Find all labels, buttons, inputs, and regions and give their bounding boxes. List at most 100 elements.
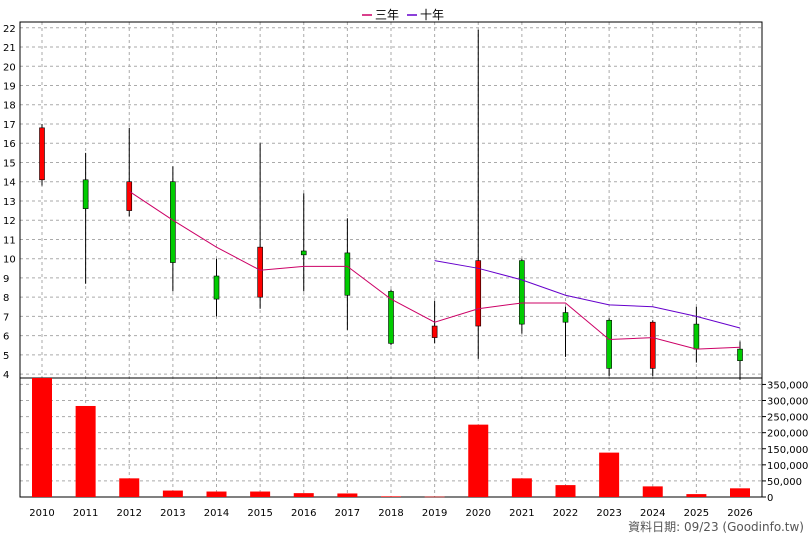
year-tick-label: 2024 (640, 508, 665, 519)
price-tick-label: 22 (3, 24, 16, 35)
candle-body-2020 (475, 260, 482, 327)
volume-tick-label: 0 (767, 493, 773, 504)
year-axis: 2010 2011 2012 2013 2014 2015 2016 2017 2018 2019… (29, 508, 752, 519)
price-tick-label: 14 (3, 178, 16, 189)
legend-label: 十年 (420, 8, 444, 22)
volume-bar-2013 (162, 490, 183, 497)
year-tick-label: 2014 (204, 508, 229, 519)
year-tick-label: 2011 (73, 508, 98, 519)
candle-body-2025 (693, 323, 700, 350)
candle-2011 (82, 152, 89, 284)
volume-bar-2010 (32, 378, 52, 497)
candle-body-2024 (649, 321, 656, 369)
volume-bar-2020 (468, 424, 489, 497)
candle-body-2022 (562, 312, 569, 323)
volume-bar-2024 (642, 486, 663, 497)
legend-label: 三年 (375, 8, 399, 22)
volume-tick-label: 350,000 (767, 380, 808, 391)
candle-body-2010 (39, 127, 45, 181)
price-tick-label: 8 (3, 293, 9, 304)
volume-tick-label: 200,000 (767, 429, 808, 440)
year-tick-label: 2019 (422, 508, 447, 519)
candle-body-2016 (300, 250, 307, 256)
legend-item-ma10: 十年 (407, 8, 444, 22)
candle-body-2023 (606, 319, 612, 369)
candle-body-2014 (213, 275, 220, 300)
year-tick-label: 2021 (509, 508, 534, 519)
candle-2012 (126, 127, 133, 217)
price-tick-label: 18 (3, 101, 16, 112)
candle-body-2021 (519, 260, 525, 325)
price-tick-label: 9 (3, 274, 9, 285)
candle-2013 (170, 166, 176, 292)
candle-2015 (257, 143, 263, 309)
price-tick-label: 15 (3, 158, 16, 169)
volume-axis: 0 50,000 100,000 150,000 200,000 250,000 300,0… (762, 380, 808, 504)
price-tick-label: 20 (3, 62, 16, 73)
legend-item-ma3: 三年 (362, 8, 399, 22)
volume-bar-2015 (250, 491, 271, 497)
price-tick-label: 12 (3, 216, 16, 227)
year-tick-label: 2026 (727, 508, 752, 519)
candle-body-2019 (431, 325, 438, 338)
volume-bar-2016 (293, 493, 314, 497)
price-tick-label: 19 (3, 82, 16, 93)
grid-lines (20, 22, 762, 497)
volume-bar-2018 (381, 496, 401, 497)
price-tick-label: 11 (3, 235, 16, 246)
volume-bar-2025 (686, 494, 707, 497)
price-tick-label: 13 (3, 197, 16, 208)
candle-2022 (562, 306, 569, 357)
year-tick-label: 2013 (160, 508, 185, 519)
volume-bar-2022 (555, 485, 576, 497)
candle-body-2015 (257, 246, 263, 298)
candle-body-2018 (388, 291, 394, 344)
candle-2016 (300, 193, 307, 292)
candle-2014 (213, 258, 220, 317)
volume-bar-2012 (119, 478, 140, 497)
volume-bar-2014 (206, 491, 227, 497)
candle-body-2013 (170, 181, 176, 263)
price-tick-label: 10 (3, 255, 16, 266)
volume-bar-2021 (511, 478, 532, 497)
year-tick-label: 2015 (247, 508, 272, 519)
year-tick-label: 2023 (596, 508, 621, 519)
candle-2010 (39, 123, 45, 186)
year-tick-label: 2016 (291, 508, 316, 519)
moving-average-lines (128, 190, 741, 350)
volume-tick-label: 250,000 (767, 413, 808, 424)
candle-body-2026 (737, 348, 743, 361)
year-tick-label: 2025 (684, 508, 709, 519)
price-tick-label: 16 (3, 139, 16, 150)
volume-bar-2023 (599, 452, 620, 497)
candle-2026 (737, 341, 743, 380)
volume-tick-label: 100,000 (767, 461, 808, 472)
year-tick-label: 2022 (553, 508, 578, 519)
legend: 三年 十年 (362, 8, 444, 22)
candle-2017 (344, 218, 351, 330)
price-tick-label: 21 (3, 43, 16, 54)
price-tick-label: 17 (3, 120, 16, 131)
price-tick-label: 7 (3, 312, 9, 323)
price-tick-label: 4 (3, 370, 9, 381)
candle-body-2017 (344, 252, 351, 296)
volume-bars (32, 378, 750, 498)
year-tick-label: 2018 (378, 508, 403, 519)
year-tick-label: 2010 (29, 508, 54, 519)
volume-tick-label: 150,000 (767, 445, 808, 456)
volume-bar-2011 (75, 405, 96, 497)
candle-2021 (519, 258, 525, 334)
candle-body-2012 (126, 181, 133, 211)
candle-2025 (693, 306, 700, 363)
ma3-line (128, 190, 741, 350)
price-tick-label: 6 (3, 332, 9, 343)
price-tick-label: 5 (3, 351, 9, 362)
ma10-line (434, 260, 741, 329)
candle-2024 (649, 320, 656, 377)
volume-tick-label: 300,000 (767, 397, 808, 408)
candle-2020 (475, 29, 482, 359)
data-date-footer: 資料日期: 09/23 (Goodinfo.tw) (628, 520, 804, 534)
volume-bar-2017 (337, 493, 358, 497)
candle-2023 (606, 318, 612, 377)
